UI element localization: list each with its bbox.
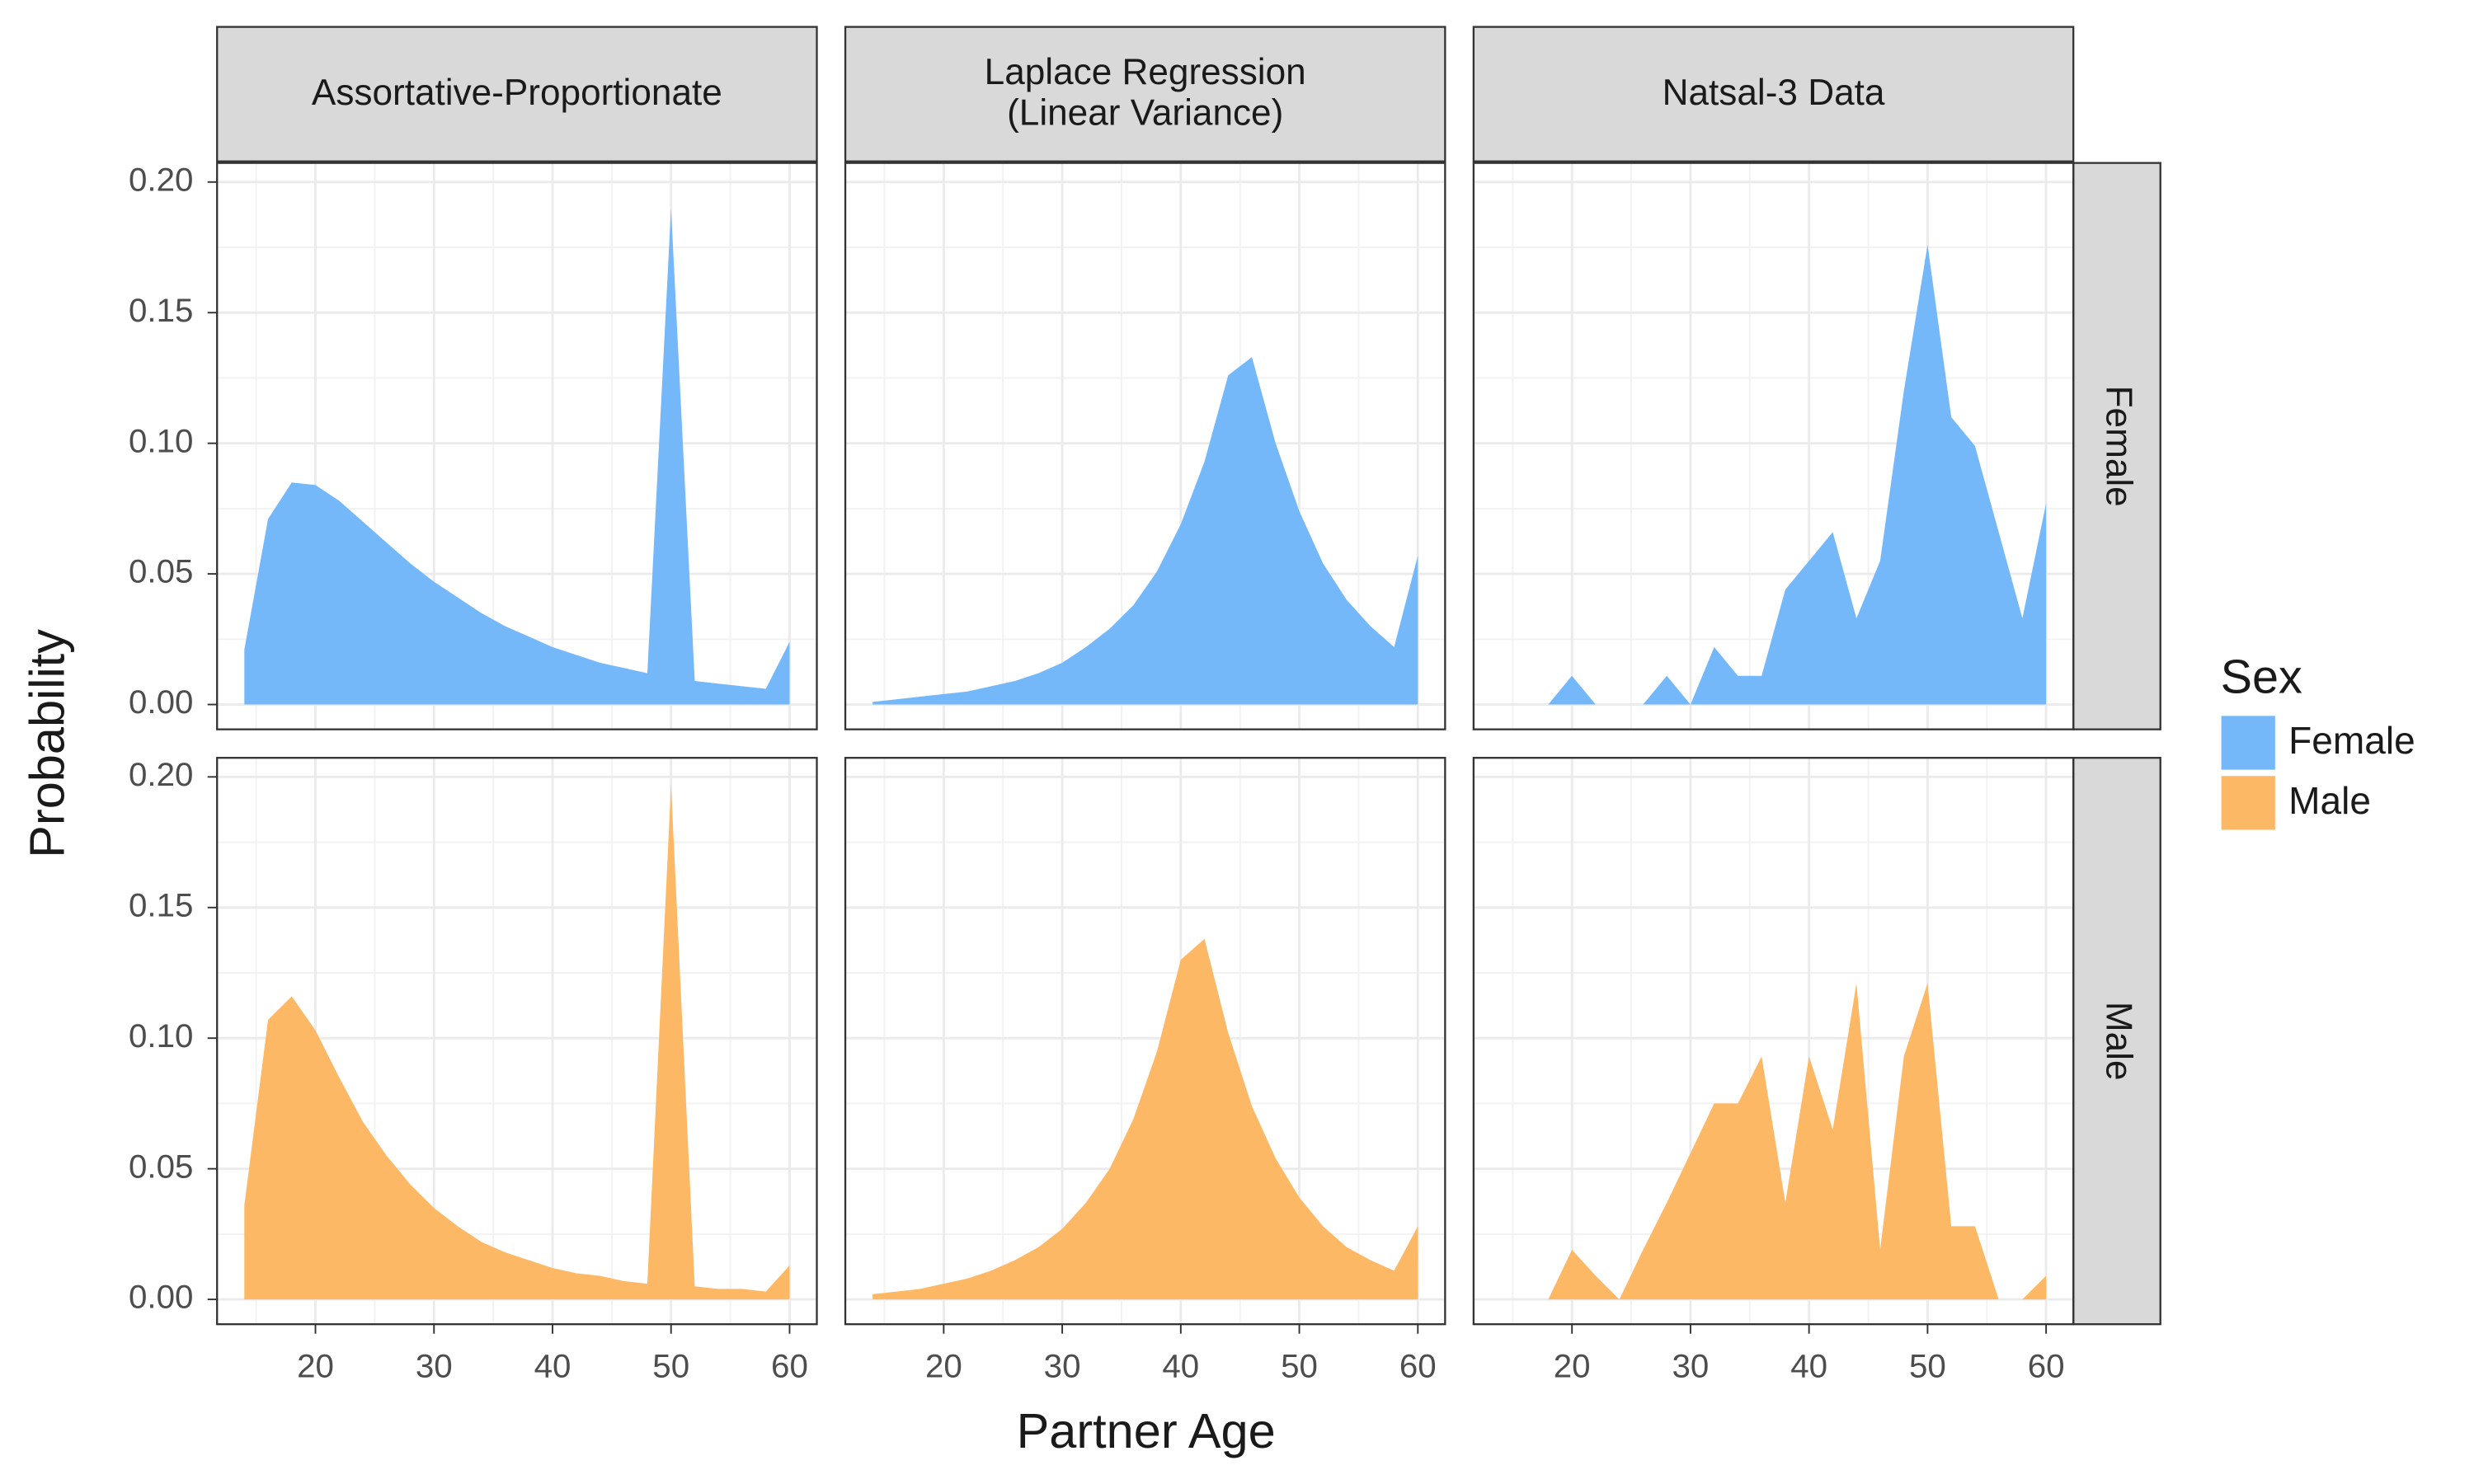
panel-border xyxy=(1472,757,2075,1326)
x-tick-label: 20 xyxy=(925,1348,962,1385)
x-tick-label: 50 xyxy=(1281,1348,1318,1385)
y-tick-label: 0.10 xyxy=(129,1017,193,1054)
legend-label: Male xyxy=(2288,779,2371,822)
y-tick-label: 0.00 xyxy=(129,683,193,721)
x-tick-label: 60 xyxy=(1399,1348,1437,1385)
x-tick-label: 20 xyxy=(297,1348,334,1385)
column-strip-label: Assortative-Proportionate xyxy=(312,73,722,113)
area xyxy=(1548,244,2047,705)
x-tick-label: 20 xyxy=(1554,1348,1591,1385)
x-tick-label: 40 xyxy=(1162,1348,1199,1385)
area xyxy=(244,784,790,1300)
row-strip-label: Male xyxy=(2098,1002,2138,1081)
y-tick-label: 0.05 xyxy=(129,553,193,590)
strip-background xyxy=(844,26,1446,162)
x-tick-label: 30 xyxy=(1672,1348,1710,1385)
strip-background xyxy=(1472,26,2075,162)
x-tick-label: 50 xyxy=(1909,1348,1946,1385)
area xyxy=(244,208,790,705)
strip-background xyxy=(2072,757,2161,1326)
column-strip-label: (Linear Variance) xyxy=(1007,93,1283,134)
legend-title: Sex xyxy=(2221,650,2302,703)
area xyxy=(872,938,1418,1300)
legend-key xyxy=(2219,774,2277,832)
x-tick-label: 30 xyxy=(416,1348,453,1385)
x-tick-label: 60 xyxy=(771,1348,808,1385)
x-tick-label: 50 xyxy=(652,1348,689,1385)
y-tick-label: 0.00 xyxy=(129,1279,193,1316)
y-tick-label: 0.20 xyxy=(129,756,193,793)
y-tick-label: 0.15 xyxy=(129,292,193,329)
strip-background xyxy=(216,26,818,162)
strip-background xyxy=(2072,162,2161,730)
panel-border xyxy=(1472,162,2075,730)
x-tick-label: 40 xyxy=(1790,1348,1827,1385)
panel-border xyxy=(216,757,818,1326)
y-tick-label: 0.15 xyxy=(129,886,193,923)
x-axis-label: Partner Age xyxy=(1017,1403,1276,1458)
column-strip-label: Laplace Regression xyxy=(985,52,1306,92)
row-strip-label: Female xyxy=(2098,386,2138,507)
panel-border xyxy=(216,162,818,730)
x-tick-label: 60 xyxy=(2028,1348,2065,1385)
area xyxy=(1548,983,2047,1300)
legend-label: Female xyxy=(2288,719,2415,762)
x-tick-label: 30 xyxy=(1044,1348,1081,1385)
panel-border xyxy=(844,757,1446,1326)
x-tick-label: 40 xyxy=(534,1348,571,1385)
y-tick-label: 0.20 xyxy=(129,161,193,198)
column-strip-label: Natsal-3 Data xyxy=(1663,73,1885,113)
y-axis-label: Probability xyxy=(19,629,74,858)
legend-key xyxy=(2219,714,2277,772)
panel-border xyxy=(844,162,1446,730)
area xyxy=(872,357,1418,705)
y-tick-label: 0.10 xyxy=(129,422,193,459)
y-tick-label: 0.05 xyxy=(129,1148,193,1185)
